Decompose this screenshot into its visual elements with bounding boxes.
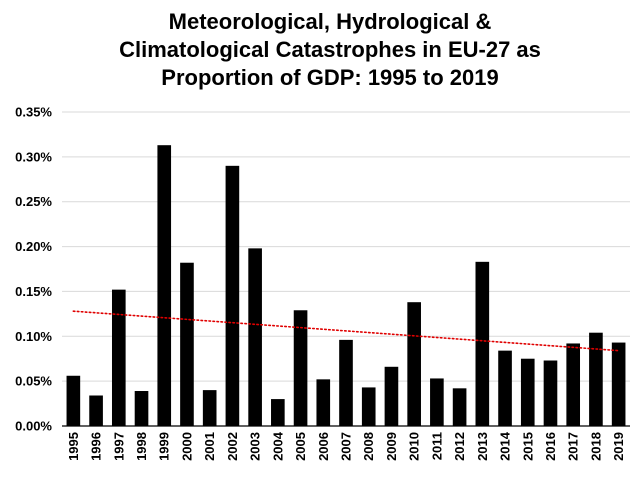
x-tick-label: 2007	[339, 432, 354, 461]
bar	[225, 165, 240, 427]
bar	[180, 262, 194, 426]
y-tick-label: 0.20%	[15, 239, 52, 254]
bar	[520, 358, 535, 426]
bar	[384, 366, 399, 426]
x-tick-label: 2009	[384, 432, 399, 461]
x-tick-label: 2017	[566, 432, 581, 461]
x-tick-label: 2006	[316, 432, 331, 461]
bar	[589, 332, 603, 426]
bar	[157, 145, 172, 427]
bar	[89, 395, 103, 426]
y-tick-label: 0.10%	[15, 329, 52, 344]
bar	[339, 339, 353, 426]
x-tick-label: 2019	[611, 432, 626, 461]
x-tick-label: 2003	[248, 432, 263, 461]
y-tick-label: 0.15%	[15, 284, 52, 299]
x-tick-label: 2001	[202, 432, 217, 461]
bar	[611, 342, 626, 426]
x-tick-label: 2013	[475, 432, 490, 461]
y-tick-label: 0.05%	[15, 374, 52, 389]
x-tick-label: 2014	[498, 431, 513, 461]
x-tick-label: 2012	[452, 432, 467, 461]
bar	[407, 302, 421, 426]
x-tick-label: 2005	[293, 432, 308, 461]
chart-title-line-1: Meteorological, Hydrological &	[168, 9, 492, 34]
x-tick-label: 1998	[134, 432, 149, 461]
bar	[293, 310, 308, 426]
x-tick-label: 1996	[89, 432, 104, 461]
bar	[248, 248, 262, 426]
y-tick-label: 0.35%	[15, 105, 52, 120]
chart-title: Meteorological, Hydrological & Climatolo…	[40, 8, 620, 92]
trendline	[72, 310, 620, 352]
x-tick-label: 2018	[588, 432, 603, 461]
x-tick-label: 2004	[270, 431, 285, 461]
bar	[134, 391, 149, 426]
x-tick-label: 2002	[225, 432, 240, 461]
bar	[452, 388, 467, 426]
bar	[66, 375, 81, 426]
bar	[566, 343, 581, 426]
x-tick-label: 2000	[179, 432, 194, 461]
bar	[202, 390, 217, 426]
x-tick-label: 1999	[157, 432, 172, 461]
bar	[271, 399, 285, 426]
y-tick-label: 0.00%	[15, 419, 52, 434]
x-tick-label: 2016	[543, 432, 558, 461]
bar	[475, 261, 490, 426]
x-tick-label: 2008	[361, 432, 376, 461]
x-tick-label: 2010	[407, 432, 422, 461]
x-tick-label: 1995	[66, 432, 81, 461]
gridlines	[62, 111, 630, 427]
bar	[361, 387, 376, 426]
y-tick-label: 0.30%	[15, 149, 52, 164]
chart-title-line-2: Climatological Catastrophes in EU-27 as	[119, 37, 541, 62]
trendline-group	[72, 310, 620, 352]
bars	[66, 145, 626, 427]
bar	[430, 378, 444, 426]
bar	[111, 289, 126, 426]
x-tick-label: 1997	[111, 432, 126, 461]
bar	[498, 350, 512, 426]
x-axis-tick-labels: 1995 1996 1997 1998 1999 2000 2001 2002 2003 2004…	[66, 431, 626, 461]
x-tick-label: 2011	[429, 432, 444, 460]
y-axis-tick-labels: 0.00% 0.05% 0.10% 0.15% 0.20% 0.25% 0.30% 0.35%	[15, 105, 52, 434]
bar	[543, 360, 558, 426]
bar	[316, 379, 331, 426]
y-tick-label: 0.25%	[15, 194, 52, 209]
chart-title-line-3: Proportion of GDP: 1995 to 2019	[161, 65, 499, 90]
x-tick-label: 2015	[520, 432, 535, 461]
